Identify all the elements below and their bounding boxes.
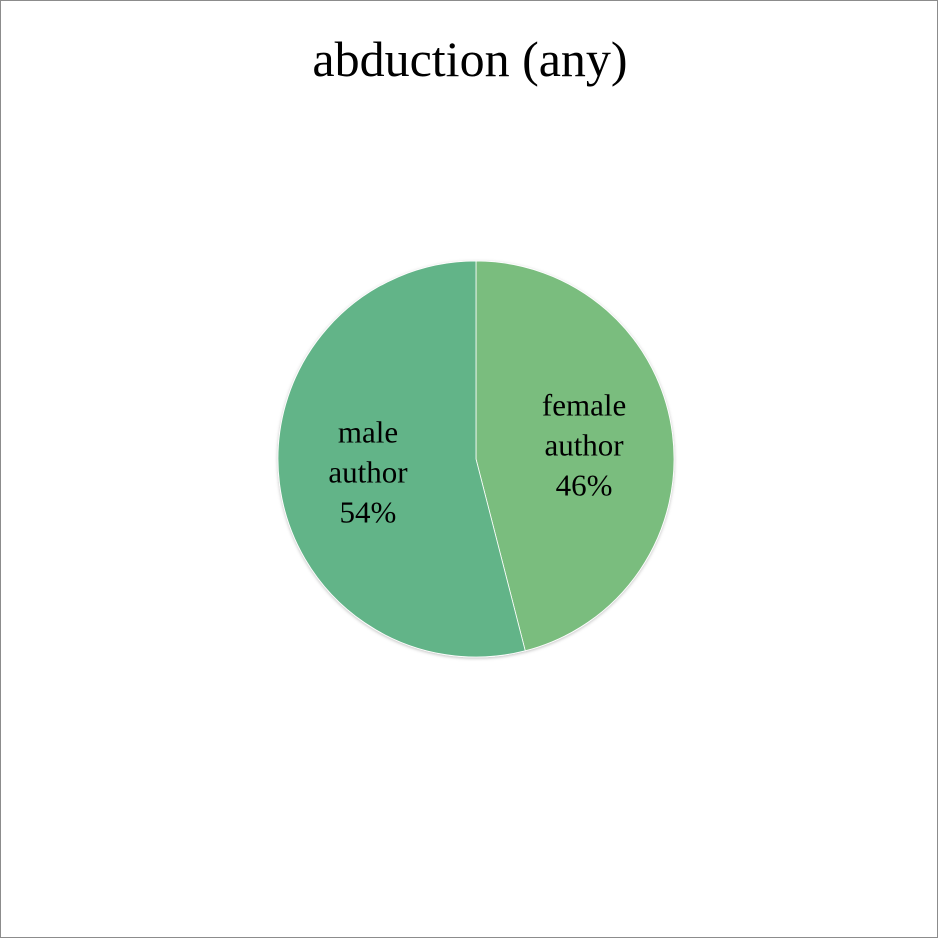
chart-title: abduction (any) [312, 31, 628, 87]
pie-slices [277, 260, 675, 658]
pie-label-male-author: male author 54% [328, 415, 408, 530]
pie-label-female-author: female author 46% [542, 387, 626, 502]
pie-slice-female-author [475, 260, 675, 652]
pie-slice-male-author [277, 260, 526, 658]
pie-labels: female author 46% male author 54% [328, 387, 626, 529]
